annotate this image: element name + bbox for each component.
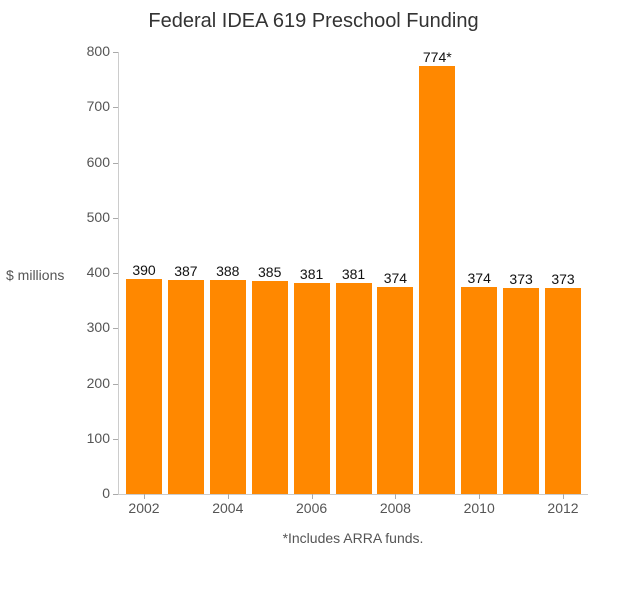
bar-value-label: 774* bbox=[422, 49, 452, 66]
y-tick bbox=[113, 273, 118, 274]
bar-2009 bbox=[419, 66, 456, 494]
x-tick bbox=[311, 494, 313, 499]
footnote: *Includes ARRA funds. bbox=[282, 530, 424, 546]
y-tick bbox=[113, 383, 118, 385]
y-tick-label: 200 bbox=[86, 374, 110, 391]
y-axis-line bbox=[118, 52, 119, 494]
y-tick-label: 100 bbox=[86, 429, 110, 446]
bar-value-label: 373 bbox=[509, 270, 533, 287]
x-tick bbox=[144, 494, 145, 499]
x-tick bbox=[395, 494, 397, 499]
chart-title: Federal IDEA 619 Preschool Funding bbox=[148, 10, 479, 32]
x-tick-label: 2010 bbox=[463, 500, 495, 516]
y-tick-label: 600 bbox=[86, 153, 110, 170]
x-tick-label: 2008 bbox=[379, 500, 411, 516]
bar-value-label: 381 bbox=[341, 266, 366, 283]
bar-value-label: 385 bbox=[258, 264, 282, 281]
bar-value-label: 374 bbox=[383, 270, 408, 287]
bar-2002 bbox=[126, 278, 162, 494]
x-tick-label: 2012 bbox=[547, 500, 579, 516]
y-tick bbox=[113, 328, 118, 330]
bar-2006 bbox=[293, 283, 330, 494]
x-tick bbox=[479, 494, 481, 499]
y-tick-label: 800 bbox=[86, 43, 110, 59]
bar-value-label: 388 bbox=[216, 262, 240, 279]
bar-2005 bbox=[251, 281, 288, 494]
x-tick bbox=[563, 494, 564, 499]
y-tick-label: 0 bbox=[102, 485, 110, 501]
y-tick bbox=[113, 217, 118, 219]
bar-2004 bbox=[209, 279, 246, 494]
y-tick-label: 500 bbox=[86, 208, 110, 225]
bar-value-label: 387 bbox=[174, 263, 198, 280]
bar-2008 bbox=[377, 287, 414, 494]
y-tick bbox=[113, 494, 118, 495]
y-tick bbox=[113, 438, 118, 440]
x-tick-label: 2002 bbox=[128, 500, 160, 516]
y-tick bbox=[113, 52, 118, 53]
y-tick bbox=[113, 162, 118, 164]
bar-2010 bbox=[461, 287, 498, 494]
bar-2012 bbox=[545, 287, 581, 494]
y-axis-label: $ millions bbox=[6, 267, 65, 283]
bar-2007 bbox=[335, 283, 372, 494]
y-tick-label: 400 bbox=[86, 264, 110, 280]
bar-2003 bbox=[167, 280, 204, 494]
bar-value-label: 390 bbox=[132, 261, 156, 278]
x-tick bbox=[227, 494, 229, 499]
bar-value-label: 373 bbox=[551, 270, 575, 287]
y-tick-label: 300 bbox=[86, 319, 110, 336]
bar-value-label: 381 bbox=[299, 266, 324, 283]
x-tick-label: 2006 bbox=[296, 500, 328, 516]
x-axis-line bbox=[118, 494, 588, 495]
y-tick bbox=[113, 107, 118, 109]
x-tick-label: 2004 bbox=[212, 500, 244, 516]
bar-value-label: 374 bbox=[467, 270, 491, 287]
bar-2011 bbox=[503, 287, 540, 494]
y-tick-label: 700 bbox=[86, 98, 110, 115]
